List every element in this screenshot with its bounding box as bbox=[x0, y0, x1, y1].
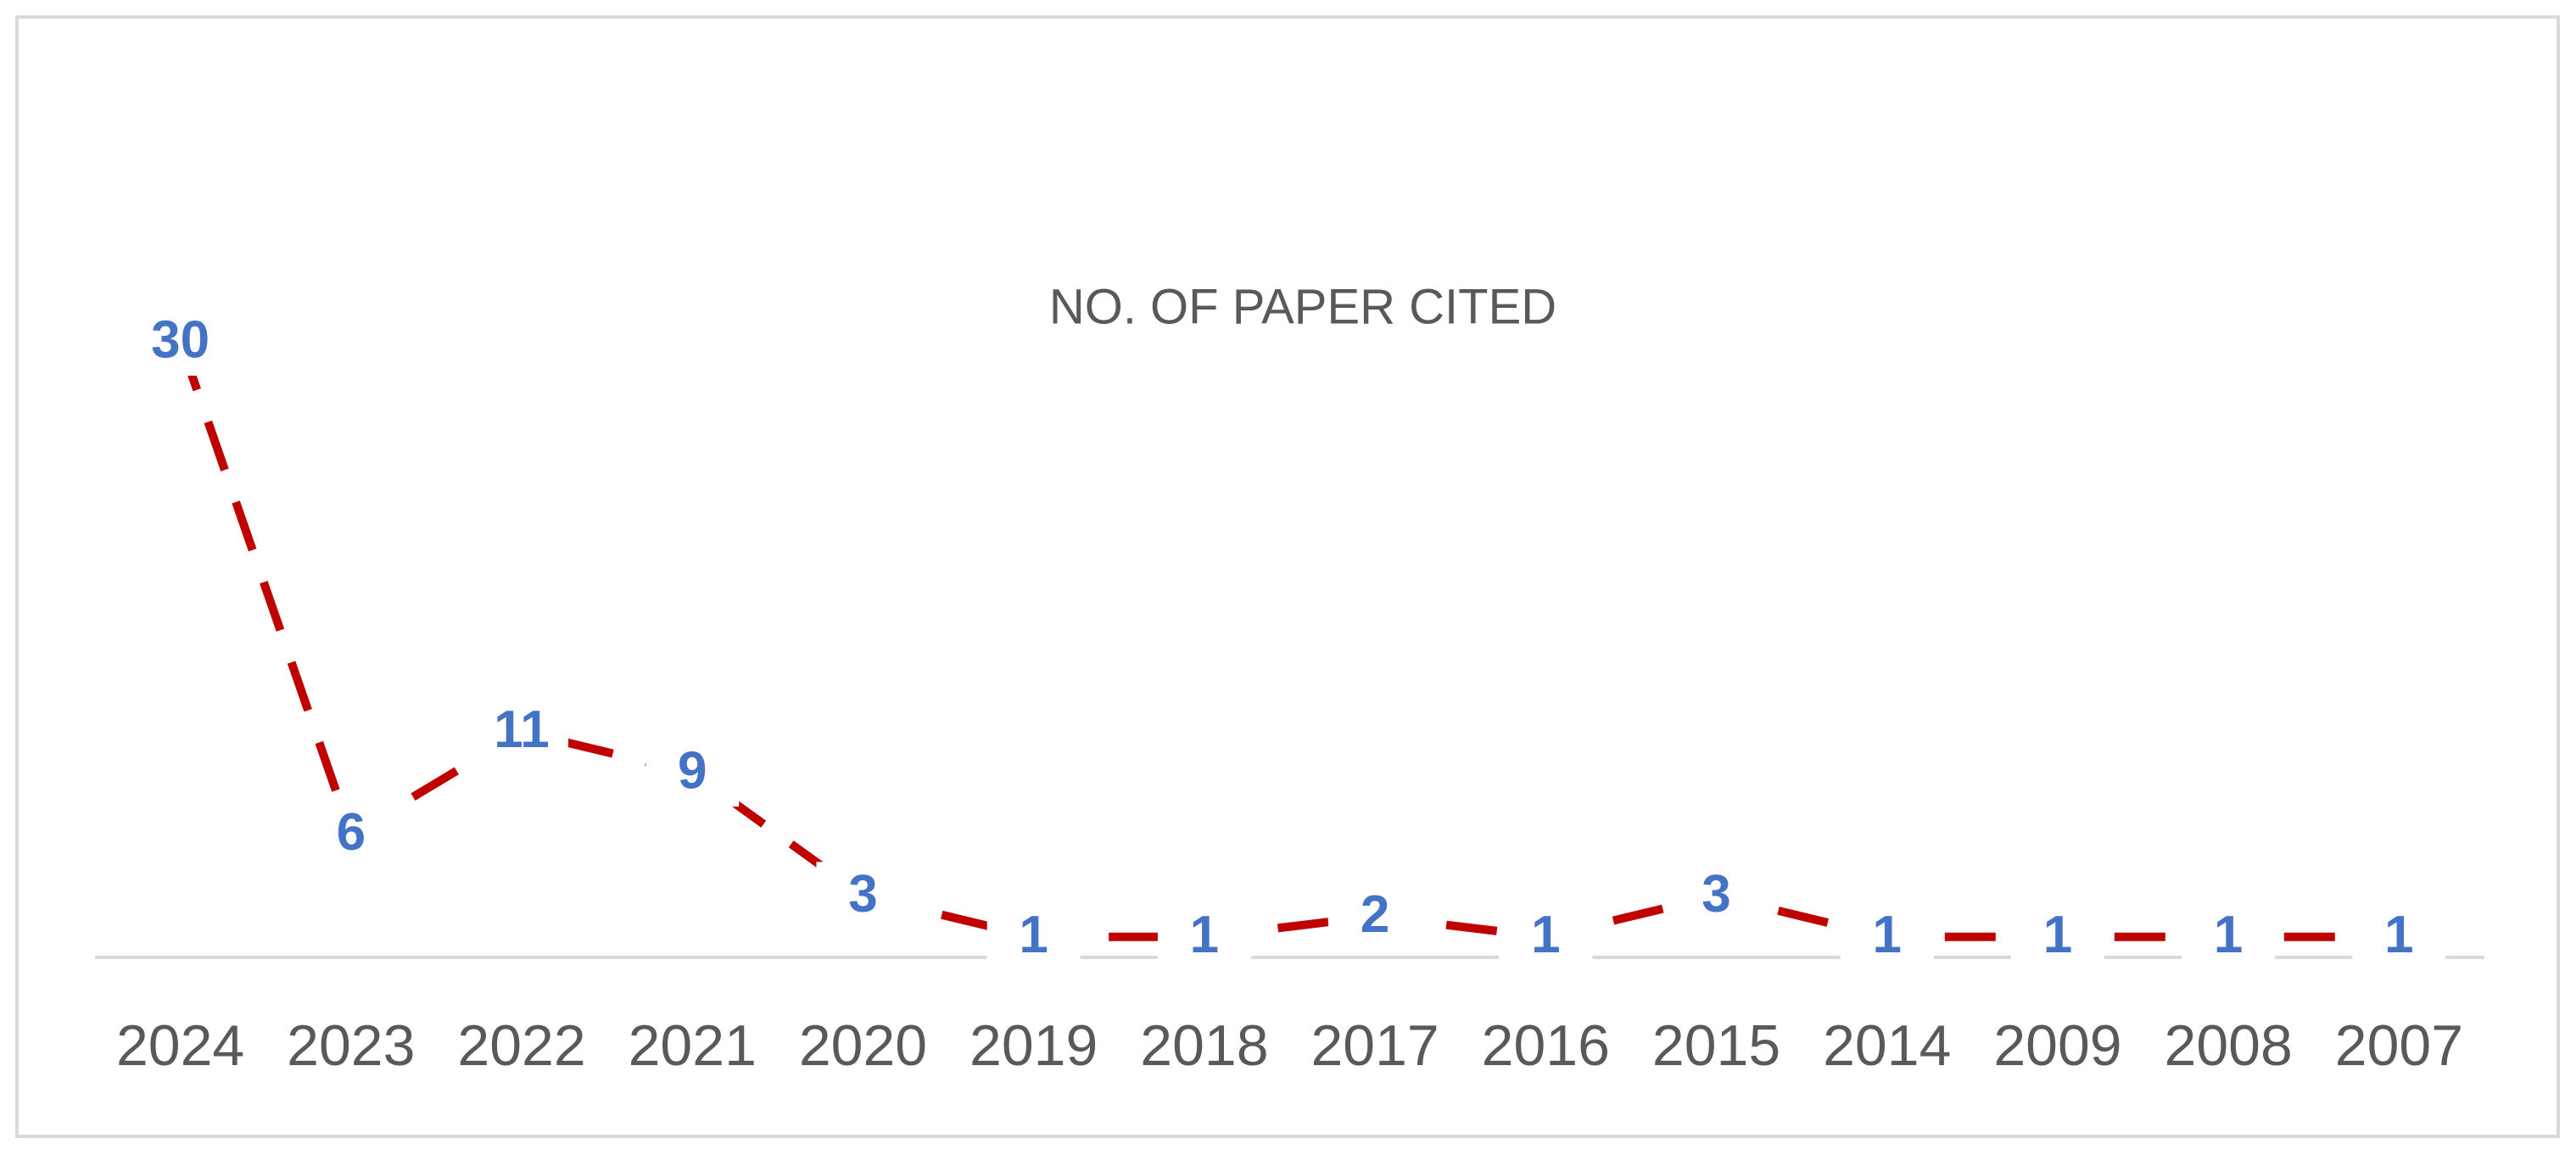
data-label-bg bbox=[816, 862, 910, 930]
data-label-bg bbox=[2352, 902, 2446, 971]
x-tick-label: 2019 bbox=[969, 1013, 1098, 1078]
data-label-bg bbox=[645, 739, 740, 807]
data-label-bg bbox=[2010, 902, 2104, 971]
data-label: 3 bbox=[1702, 865, 1730, 923]
data-label: 30 bbox=[151, 310, 210, 369]
data-label: 1 bbox=[2214, 906, 2243, 964]
data-label: 9 bbox=[678, 742, 707, 801]
data-label: 2 bbox=[1361, 885, 1389, 944]
data-label: 1 bbox=[1019, 906, 1048, 964]
x-tick-label: 2014 bbox=[1823, 1013, 1951, 1078]
data-label: 6 bbox=[337, 803, 366, 862]
data-label: 11 bbox=[494, 700, 550, 759]
x-tick-label: 2023 bbox=[287, 1013, 415, 1078]
data-label-bg bbox=[304, 800, 398, 868]
data-label-bg bbox=[1328, 882, 1422, 951]
data-label-bg bbox=[475, 697, 569, 766]
x-tick-label: 2020 bbox=[799, 1013, 927, 1078]
x-tick-label: 2022 bbox=[457, 1013, 585, 1078]
data-label: 1 bbox=[2043, 906, 2072, 964]
chart-border bbox=[15, 15, 2560, 1138]
data-label-bg bbox=[1669, 862, 1763, 930]
x-tick-label: 2018 bbox=[1140, 1013, 1268, 1078]
x-tick-label: 2008 bbox=[2165, 1013, 2293, 1078]
x-tick-label: 2007 bbox=[2335, 1013, 2463, 1078]
data-label: 1 bbox=[1190, 906, 1219, 964]
line-series bbox=[176, 340, 2400, 941]
data-label-bg bbox=[1499, 902, 1593, 971]
data-label: 1 bbox=[2384, 906, 2413, 964]
data-label-bg bbox=[1840, 902, 1934, 971]
x-tick-label: 2015 bbox=[1652, 1013, 1780, 1078]
x-tick-label: 2009 bbox=[1993, 1013, 2121, 1078]
data-label-bg bbox=[1157, 902, 1251, 971]
data-label: 3 bbox=[848, 865, 877, 923]
data-label-bg bbox=[986, 902, 1081, 971]
x-tick-label: 2021 bbox=[629, 1013, 757, 1078]
data-label-bg bbox=[2182, 902, 2276, 971]
chart-title: NO. OF PAPER CITED bbox=[1049, 279, 1556, 334]
data-label-bg bbox=[133, 308, 227, 376]
x-tick-label: 2016 bbox=[1482, 1013, 1610, 1078]
data-label: 1 bbox=[1873, 906, 1902, 964]
x-tick-label: 2017 bbox=[1310, 1013, 1439, 1078]
x-tick-label: 2024 bbox=[116, 1013, 244, 1078]
data-label: 1 bbox=[1531, 906, 1560, 964]
